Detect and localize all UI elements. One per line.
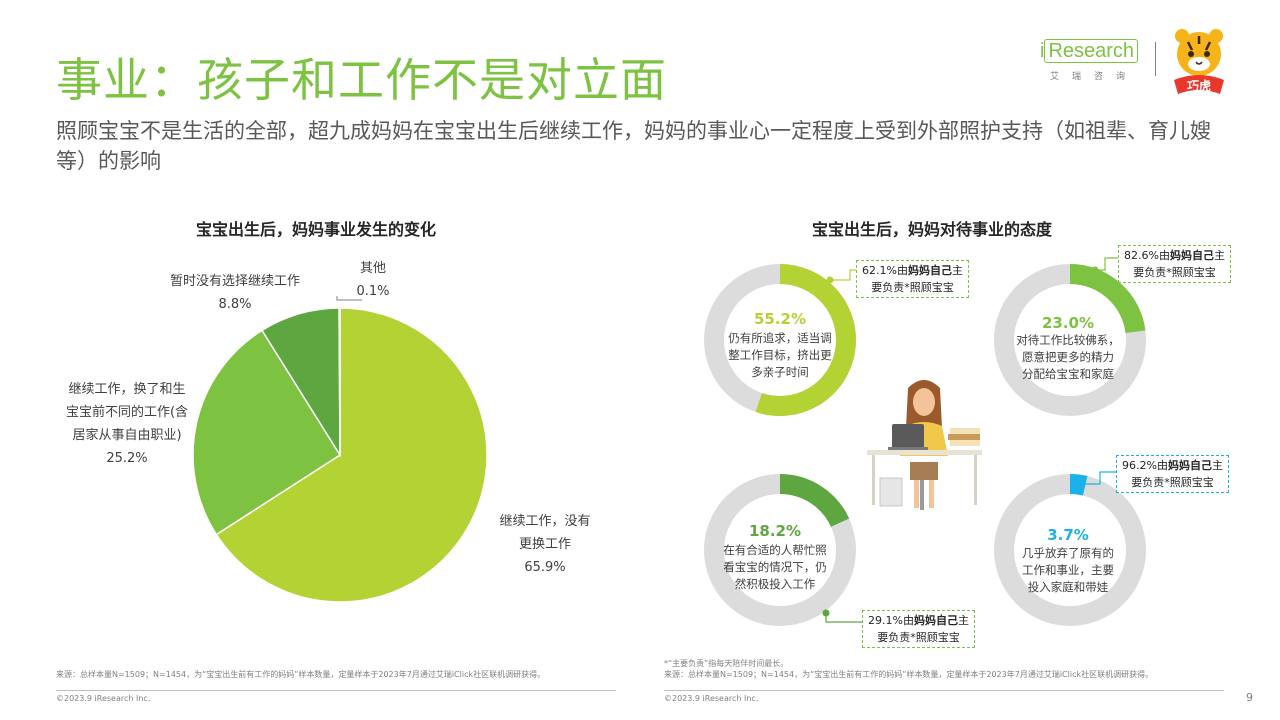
working-mother-illustration bbox=[867, 380, 982, 510]
pie-other-leader bbox=[336, 296, 362, 301]
right-footer-rule bbox=[664, 690, 1224, 691]
iresearch-logo-cn: 艾瑞咨询 bbox=[1050, 72, 1139, 82]
pie-label-continue-same: 继续工作，没有 更换工作 65.9% bbox=[499, 514, 591, 575]
pie-slice-2 bbox=[192, 329, 342, 536]
page-title: 事业：孩子和工作不是对立面 bbox=[56, 53, 667, 107]
donut4-callout: 96.2%由妈妈自己主 要负责*照顾宝宝 bbox=[1116, 455, 1229, 493]
pie-label-not-working: 暂时没有选择继续工作 8.8% bbox=[169, 274, 300, 312]
donut2-desc: 对待工作比较佛系， 愿意把更多的精力 分配给宝宝和家庭 bbox=[1016, 333, 1120, 381]
page-subtitle: 照顾宝宝不是生活的全部，超九成妈妈在宝宝出生后继续工作，妈妈的事业心一定程度上受… bbox=[56, 119, 1211, 173]
donut3-pct: 18.2% bbox=[748, 522, 802, 540]
donut1-desc: 仍有所追求，适当调 整工作目标，挤出更 多亲子时间 bbox=[728, 331, 832, 379]
left-footer-rule bbox=[56, 690, 616, 691]
donut2-pct: 23.0% bbox=[1041, 314, 1095, 332]
right-note: *“主要负责”指每天陪伴时间最长。 bbox=[664, 659, 789, 668]
donut1-callout: 62.1%由妈妈自己主 要负责*照顾宝宝 bbox=[856, 260, 969, 298]
callout-dot-2 bbox=[1091, 266, 1099, 274]
iresearch-logo-text: i Research bbox=[1040, 39, 1139, 63]
pie-slice-4 bbox=[338, 307, 341, 456]
page-number: 9 bbox=[1246, 691, 1253, 704]
donut4-pct: 3.7% bbox=[1047, 526, 1089, 544]
donut-arc-3 bbox=[779, 474, 850, 528]
donut4-desc: 几乎放弃了原有的 工作和事业，主要 投入家庭和带娃 bbox=[1022, 546, 1114, 594]
donut3-callout: 29.1%由妈妈自己主 要负责*照顾宝宝 bbox=[862, 610, 975, 648]
donut-arc-1 bbox=[755, 264, 856, 416]
pie-slice-3 bbox=[260, 307, 341, 458]
callout-connector-4 bbox=[1080, 471, 1116, 485]
donut-chart-title: 宝宝出生后，妈妈对待事业的态度 bbox=[812, 220, 1053, 239]
donut2-callout: 82.6%由妈妈自己主 要负责*照顾宝宝 bbox=[1118, 245, 1231, 283]
pie-label-other: 其他 0.1% bbox=[356, 261, 390, 299]
pie-chart bbox=[192, 307, 488, 603]
donut-charts bbox=[704, 257, 1146, 626]
right-copyright: ©2023.9 iResearch Inc. bbox=[664, 694, 759, 703]
callout-dot-1 bbox=[826, 276, 834, 284]
donut-arc-2 bbox=[1069, 264, 1146, 334]
pie-slice-1 bbox=[215, 307, 488, 603]
left-copyright: ©2023.9 iResearch Inc. bbox=[56, 694, 151, 703]
donut1-pct: 55.2% bbox=[753, 310, 807, 328]
qiaohu-tiger-logo: 巧虎 bbox=[1174, 29, 1224, 94]
pie-label-continue-changed: 继续工作，换了和生 宝宝前不同的工作(含 居家从事自由职业) 25.2% bbox=[65, 382, 189, 466]
right-source-note: 来源：总样本量N=1509；N=1454，为“宝宝出生前有工作的妈妈”样本数量，… bbox=[664, 670, 1154, 679]
callout-connector-1 bbox=[830, 269, 856, 281]
donut3-desc: 在有合适的人帮忙照 看宝宝的情况下，仍 然积极投入工作 bbox=[723, 543, 827, 591]
pie-chart-title: 宝宝出生后，妈妈事业发生的变化 bbox=[196, 220, 437, 239]
callout-dot-3 bbox=[822, 609, 830, 617]
callout-connector-3 bbox=[825, 613, 862, 623]
callout-connector-2 bbox=[1095, 257, 1118, 271]
iresearch-logo: i Research 艾瑞咨询 巧虎 bbox=[1040, 29, 1240, 96]
left-source-note: 来源：总样本量N=1509；N=1454，为“宝宝出生前有工作的妈妈”样本数量，… bbox=[56, 670, 546, 679]
logo-divider bbox=[1155, 42, 1156, 76]
partner-logo-text: 巧虎 bbox=[1187, 78, 1211, 93]
callout-dot-4 bbox=[1076, 480, 1084, 488]
